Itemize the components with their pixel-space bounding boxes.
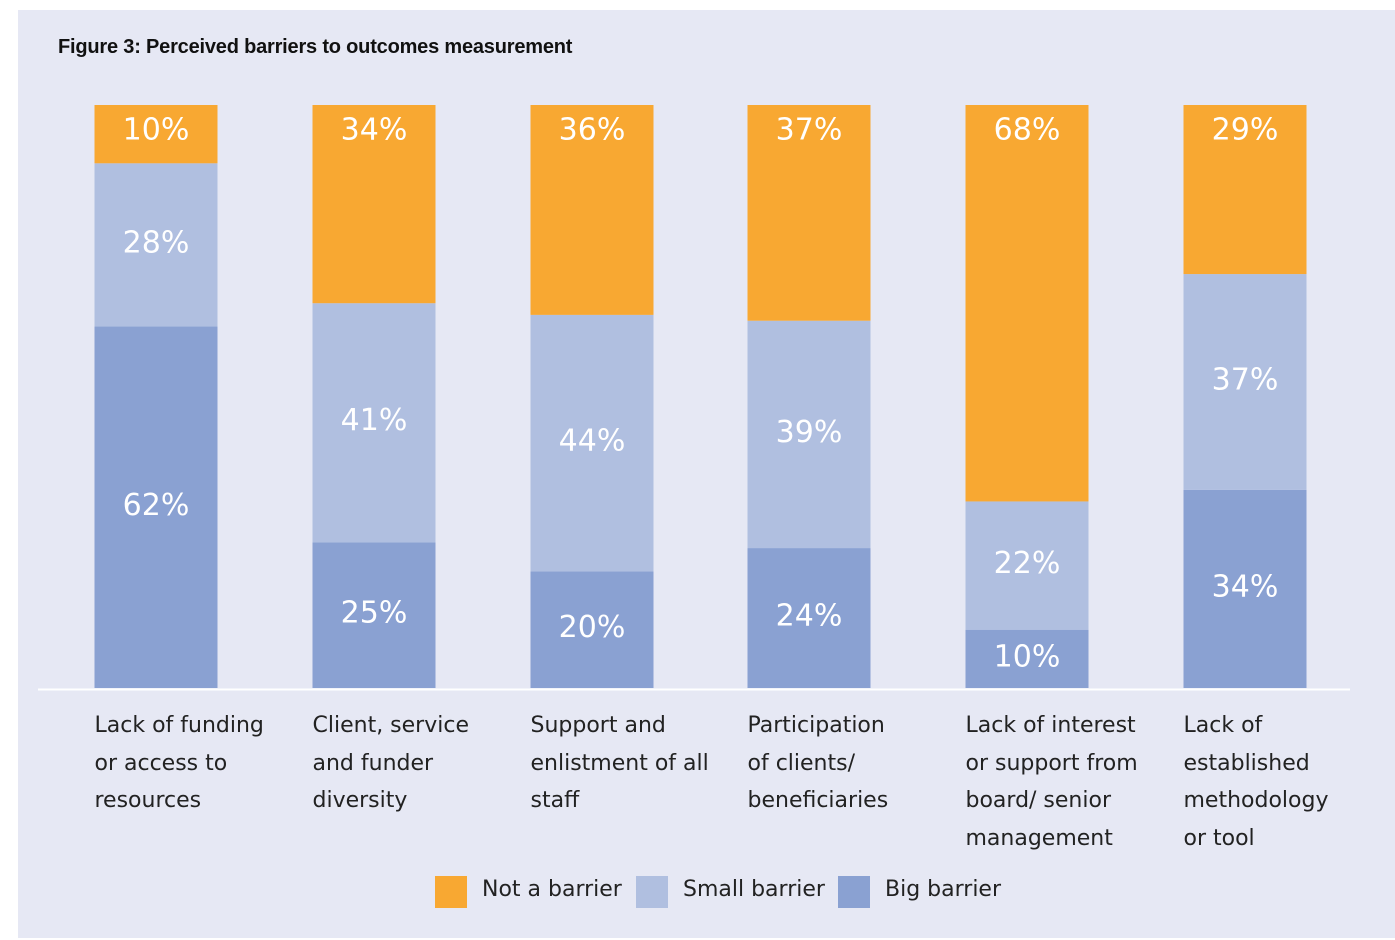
data-label-big-barrier-participation: 24% xyxy=(776,599,843,634)
category-label-line: or access to xyxy=(94,750,228,776)
category-label-line: Lack of interest xyxy=(965,713,1136,738)
category-label-line: Lack of funding xyxy=(94,713,264,738)
category-label-line: management xyxy=(965,825,1113,851)
category-label-line: Lack of xyxy=(1183,713,1263,738)
category-label-funding: Lack of funding or access to resources xyxy=(95,707,285,820)
bar-segment-big-barrier-funding xyxy=(94,326,218,688)
category-label-line: Client, service xyxy=(312,713,469,738)
data-label-small-barrier-diversity: 41% xyxy=(341,403,408,438)
chart-title: Figure 3: Perceived barriers to outcomes… xyxy=(58,36,573,58)
bar-segment-not-a-barrier-board xyxy=(965,105,1089,502)
data-label-small-barrier-participation: 39% xyxy=(776,415,843,450)
bar-segment-big-barrier-participation xyxy=(747,548,871,688)
bar-segment-small-barrier-board xyxy=(965,501,1089,630)
category-label-line: Participation xyxy=(747,713,885,738)
data-label-not-a-barrier-funding: 10% xyxy=(123,113,190,148)
category-label-line: Support and xyxy=(530,713,666,738)
data-label-small-barrier-funding: 28% xyxy=(123,225,190,260)
data-label-not-a-barrier-participation: 37% xyxy=(776,113,843,148)
legend-label-small-barrier: Small barrier xyxy=(683,877,825,902)
bar-segment-not-a-barrier-funding xyxy=(94,105,218,164)
category-label-line: or tool xyxy=(1183,825,1255,851)
bar-segment-small-barrier-methodology xyxy=(1183,274,1307,490)
category-label-line: enlistment of all xyxy=(530,750,709,776)
data-label-big-barrier-diversity: 25% xyxy=(341,596,408,631)
legend-swatch-big-barrier xyxy=(838,876,870,908)
figure-panel xyxy=(18,10,1395,938)
bar-segment-small-barrier-funding xyxy=(94,163,218,327)
category-label-line: of clients/ xyxy=(747,750,856,776)
bar-segment-not-a-barrier-methodology xyxy=(1183,105,1307,275)
bar-segment-big-barrier-methodology xyxy=(1183,489,1307,688)
bar-segment-big-barrier-board xyxy=(965,629,1089,688)
category-label-line: board/ senior xyxy=(965,788,1112,813)
category-label-line: and funder xyxy=(312,750,434,776)
bar-segment-small-barrier-participation xyxy=(747,320,871,549)
legend-swatch-small-barrier xyxy=(636,876,668,908)
legend-label-big-barrier: Big barrier xyxy=(885,877,1002,902)
bar-segment-big-barrier-staff xyxy=(530,571,654,688)
category-label-line: established xyxy=(1183,750,1310,776)
data-label-small-barrier-board: 22% xyxy=(994,546,1061,581)
legend: Not a barrier Small barrier Big barrier xyxy=(0,874,1395,910)
data-label-big-barrier-board: 10% xyxy=(994,639,1061,674)
bar-segment-not-a-barrier-diversity xyxy=(312,105,436,304)
category-label-line: beneficiaries xyxy=(747,788,889,813)
legend-label-not-a-barrier: Not a barrier xyxy=(482,877,622,902)
category-label-line: methodology xyxy=(1183,788,1329,813)
category-label-methodology: Lack of established methodology or tool xyxy=(1184,707,1374,857)
bar-segment-not-a-barrier-staff xyxy=(530,105,654,315)
data-label-not-a-barrier-staff: 36% xyxy=(559,113,626,148)
bar-segment-small-barrier-diversity xyxy=(312,303,436,543)
category-label-line: diversity xyxy=(312,788,408,813)
data-label-big-barrier-funding: 62% xyxy=(123,488,190,523)
data-label-not-a-barrier-diversity: 34% xyxy=(341,113,408,148)
category-label-line: resources xyxy=(94,788,202,813)
data-label-small-barrier-methodology: 37% xyxy=(1212,362,1279,397)
category-label-line: or support from xyxy=(965,750,1138,776)
data-label-small-barrier-staff: 44% xyxy=(559,424,626,459)
category-label-diversity: Client, service and funder diversity xyxy=(313,707,503,820)
data-label-big-barrier-staff: 20% xyxy=(559,610,626,645)
legend-swatch-not-a-barrier xyxy=(435,876,467,908)
category-label-participation: Participation of clients/beneficiaries xyxy=(748,707,938,820)
bar-segment-not-a-barrier-participation xyxy=(747,105,871,321)
category-label-staff: Support and enlistment of all staff xyxy=(531,707,721,820)
data-label-not-a-barrier-board: 68% xyxy=(994,113,1061,148)
data-label-not-a-barrier-methodology: 29% xyxy=(1212,113,1279,148)
category-label-board: Lack of interest or support from board/ se… xyxy=(966,707,1156,857)
bar-segment-big-barrier-diversity xyxy=(312,542,436,688)
bar-segment-small-barrier-staff xyxy=(530,314,654,572)
data-label-big-barrier-methodology: 34% xyxy=(1212,569,1279,604)
category-label-line: staff xyxy=(530,788,580,813)
